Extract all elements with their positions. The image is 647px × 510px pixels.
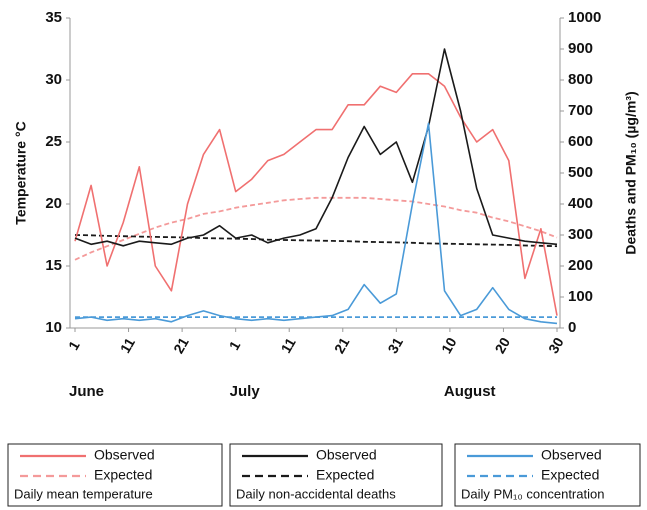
legend-label: Expected bbox=[541, 467, 599, 483]
y2-tick-label: 100 bbox=[568, 288, 593, 305]
y2-tick-label: 0 bbox=[568, 319, 576, 336]
x-tick-label: 11 bbox=[277, 335, 298, 356]
y2-tick-label: 300 bbox=[568, 226, 593, 243]
legend-label: Expected bbox=[94, 467, 152, 483]
y-axis-label: Temperature °C bbox=[13, 121, 29, 224]
y2-tick-label: 900 bbox=[568, 40, 593, 57]
y-tick-label: 20 bbox=[45, 195, 62, 212]
legend-title: Daily mean temperature bbox=[14, 486, 153, 501]
x-tick-label: 10 bbox=[438, 334, 460, 356]
y-tick-label: 10 bbox=[45, 319, 62, 336]
y2-tick-label: 400 bbox=[568, 195, 593, 212]
y2-axis-label: Deaths and PM₁₀ (µg/m³) bbox=[623, 91, 639, 254]
month-label: July bbox=[230, 383, 261, 400]
legend-label: Observed bbox=[541, 447, 602, 463]
legend-box bbox=[454, 443, 641, 507]
series-line bbox=[74, 122, 558, 325]
y2-tick-label: 700 bbox=[568, 102, 593, 119]
x-tick-label: 21 bbox=[331, 334, 353, 356]
y2-tick-label: 600 bbox=[568, 133, 593, 150]
x-tick-label: 30 bbox=[545, 334, 567, 356]
legend-label: Expected bbox=[316, 467, 374, 483]
y2-tick-label: 200 bbox=[568, 257, 593, 274]
y-tick-label: 30 bbox=[45, 71, 62, 88]
x-tick-label: 31 bbox=[384, 334, 406, 356]
x-tick-label: 21 bbox=[170, 334, 192, 356]
legend-box bbox=[7, 443, 223, 507]
x-tick-label: 1 bbox=[226, 338, 244, 353]
legend-label: Observed bbox=[94, 447, 155, 463]
legend-title: Daily non-accidental deaths bbox=[236, 486, 396, 501]
y2-tick-label: 1000 bbox=[568, 9, 601, 26]
y-tick-label: 35 bbox=[45, 9, 62, 26]
series-line bbox=[74, 234, 558, 248]
legend-label: Observed bbox=[316, 447, 377, 463]
x-tick-label: 11 bbox=[117, 335, 138, 356]
x-tick-label: 1 bbox=[65, 338, 83, 353]
y-tick-label: 25 bbox=[45, 133, 62, 150]
legend-box bbox=[229, 443, 443, 507]
series-line bbox=[74, 48, 558, 247]
series-line bbox=[74, 73, 558, 316]
x-tick-label: 20 bbox=[491, 334, 513, 356]
month-label: August bbox=[444, 383, 496, 400]
month-label: June bbox=[69, 383, 104, 400]
y2-tick-label: 500 bbox=[568, 164, 593, 181]
y2-tick-label: 800 bbox=[568, 71, 593, 88]
y-tick-label: 15 bbox=[45, 257, 62, 274]
legend-title: Daily PM₁₀ concentration bbox=[461, 486, 604, 501]
series-line bbox=[74, 196, 558, 261]
